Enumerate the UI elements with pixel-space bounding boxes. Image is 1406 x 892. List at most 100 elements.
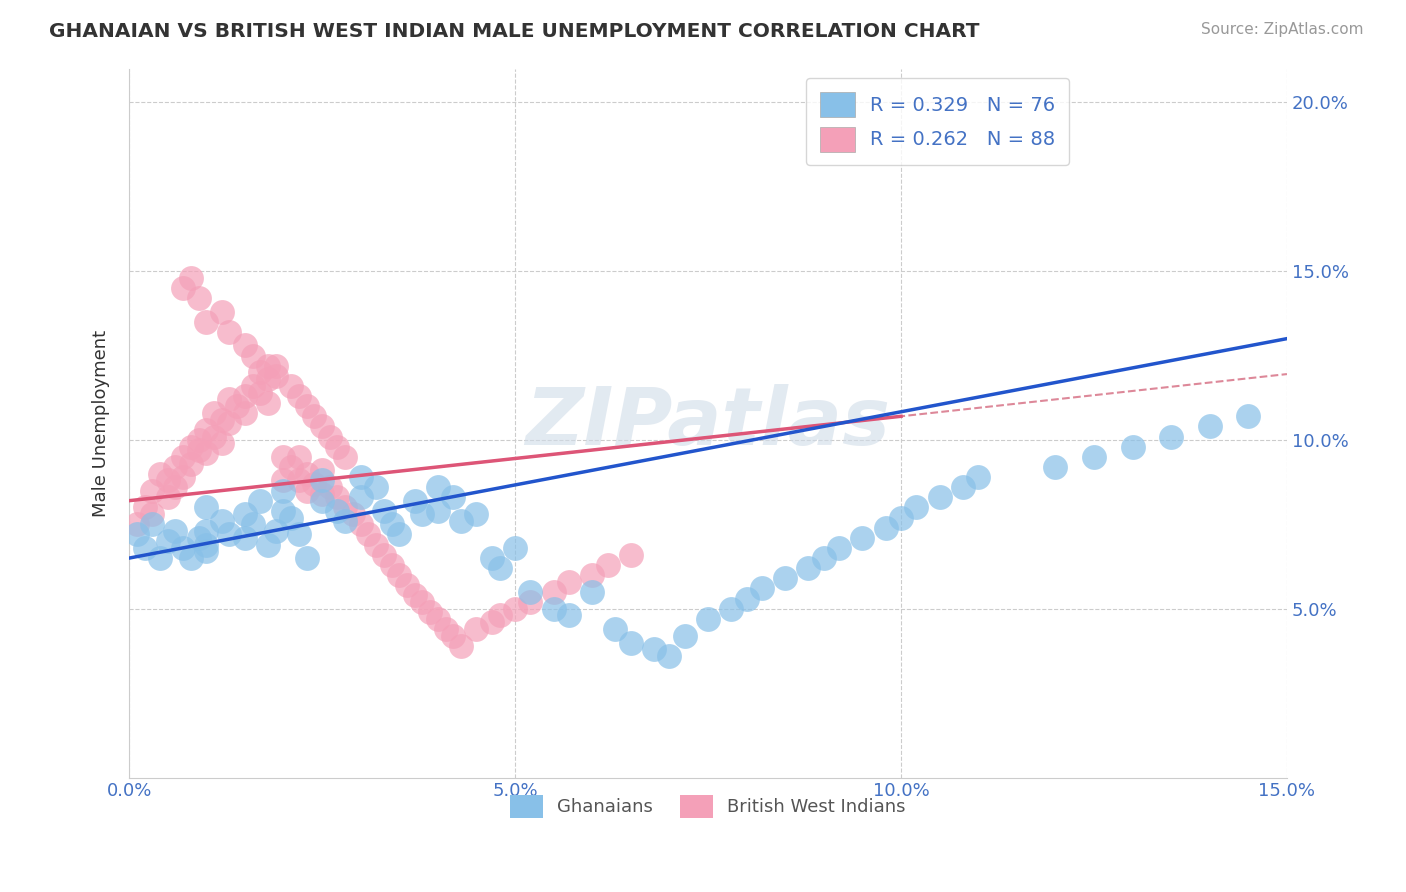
Point [295,551,318,566]
Point [233,338,256,352]
Point [149,551,172,566]
Point [465,622,488,636]
Point [404,588,426,602]
Point [503,541,526,555]
Point [218,527,240,541]
Point [373,548,395,562]
Point [218,325,240,339]
Point [519,595,541,609]
Point [488,608,510,623]
Point [673,629,696,643]
Point [503,601,526,615]
Point [434,622,457,636]
Point [326,504,349,518]
Point [411,595,433,609]
Point [195,446,218,460]
Point [187,443,209,458]
Point [543,601,565,615]
Point [828,541,851,555]
Point [211,412,233,426]
Point [195,500,218,515]
Point [141,517,163,532]
Point [211,514,233,528]
Point [605,622,627,636]
Point [380,517,402,532]
Point [233,406,256,420]
Point [519,585,541,599]
Point [304,476,326,491]
Point [364,538,387,552]
Point [426,504,449,518]
Point [257,396,280,410]
Point [156,491,179,505]
Point [288,450,311,464]
Point [1083,450,1105,464]
Legend: Ghanaians, British West Indians: Ghanaians, British West Indians [503,788,912,825]
Point [411,507,433,521]
Point [218,392,240,407]
Point [195,423,218,437]
Point [364,480,387,494]
Point [441,629,464,643]
Point [581,585,603,599]
Point [172,470,194,484]
Point [373,504,395,518]
Point [395,578,418,592]
Point [450,639,472,653]
Point [273,483,295,498]
Point [658,648,681,663]
Point [233,531,256,545]
Point [187,291,209,305]
Point [1160,429,1182,443]
Point [180,551,202,566]
Point [249,493,271,508]
Point [165,459,187,474]
Point [195,544,218,558]
Point [326,491,349,505]
Point [180,440,202,454]
Point [335,500,357,515]
Point [280,510,302,524]
Point [851,531,873,545]
Point [311,493,333,508]
Point [620,548,643,562]
Point [233,389,256,403]
Point [125,527,148,541]
Point [319,429,342,443]
Point [311,474,333,488]
Point [620,635,643,649]
Point [249,365,271,379]
Point [311,419,333,434]
Point [195,315,218,329]
Point [273,504,295,518]
Y-axis label: Male Unemployment: Male Unemployment [93,329,110,516]
Point [242,379,264,393]
Point [242,517,264,532]
Point [273,474,295,488]
Point [481,551,503,566]
Point [952,480,974,494]
Point [558,574,581,589]
Point [202,429,225,443]
Point [273,450,295,464]
Point [264,368,287,383]
Point [404,493,426,508]
Point [488,561,510,575]
Point [125,517,148,532]
Point [295,483,318,498]
Point [264,359,287,373]
Point [172,281,194,295]
Point [581,568,603,582]
Point [319,480,342,494]
Point [813,551,835,566]
Point [596,558,619,572]
Point [156,474,179,488]
Point [257,359,280,373]
Point [187,531,209,545]
Point [218,416,240,430]
Point [180,270,202,285]
Point [141,483,163,498]
Point [465,507,488,521]
Point [141,507,163,521]
Point [288,474,311,488]
